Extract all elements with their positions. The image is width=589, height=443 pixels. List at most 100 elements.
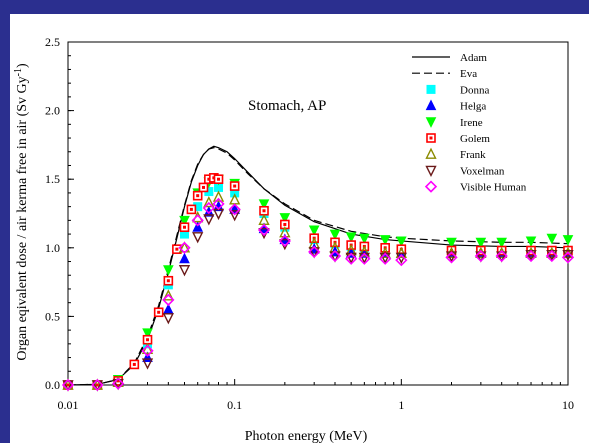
legend-marker-donna: [426, 84, 436, 94]
data-point-golem-dot: [233, 184, 237, 188]
legend-label: Adam: [460, 52, 487, 64]
data-point-visible-human: [561, 251, 575, 264]
data-point-irene: [329, 229, 341, 241]
data-point-golem-dot: [157, 310, 161, 314]
data-point-visible-human: [545, 249, 558, 263]
data-point-irene: [179, 215, 190, 227]
data-point-visible-human: [395, 254, 408, 267]
legend-marker-helga: [425, 99, 437, 111]
y-axis-label-superscript: -1: [13, 68, 24, 76]
data-point-irene: [308, 225, 320, 237]
data-point-irene: [396, 236, 407, 248]
data-point-frank: [203, 195, 215, 208]
legend-label: Eva: [460, 68, 477, 80]
data-point-voxelman: [203, 214, 215, 226]
data-point-irene: [525, 236, 537, 248]
legend-marker-visible-human: [424, 180, 438, 193]
data-point-irene: [345, 232, 357, 243]
x-axis-label: Photon energy (MeV): [245, 429, 368, 443]
data-point-irene: [142, 328, 153, 339]
x-tick-label: 0.01: [58, 398, 79, 412]
data-point-visible-human: [358, 252, 371, 265]
legend-label: Golem: [460, 133, 490, 145]
data-point-irene: [496, 237, 507, 249]
legend-label: Visible Human: [460, 182, 527, 194]
data-point-golem-dot: [283, 222, 287, 226]
data-point-golem-dot: [95, 383, 99, 387]
data-point-visible-human: [61, 378, 75, 392]
data-point-golem-dot: [201, 185, 205, 189]
data-point-irene: [475, 237, 487, 249]
data-point-golem-dot: [182, 225, 186, 229]
data-point-irene: [446, 237, 457, 249]
data-point-voxelman: [192, 232, 204, 244]
data-point-frank: [445, 246, 458, 258]
data-point-golem-dot: [175, 247, 179, 251]
data-point-irene: [562, 235, 574, 246]
legend-marker-golem-dot: [429, 136, 433, 140]
y-tick-label: 0.5: [45, 309, 60, 323]
data-point-golem-dot: [262, 209, 266, 213]
plot-frame: [67, 41, 569, 386]
data-point-visible-human: [202, 201, 215, 215]
legend-label: Donna: [460, 84, 489, 96]
data-point-visible-human: [191, 214, 204, 227]
data-point-golem-dot: [166, 279, 170, 283]
data-point-golem-dot: [217, 177, 221, 181]
data-point-visible-human: [379, 252, 392, 265]
data-point-visible-human: [328, 249, 342, 263]
data-point-visible-human: [162, 293, 175, 307]
data-point-irene: [359, 233, 370, 245]
y-tick-label: 2.0: [45, 104, 60, 118]
legend-label: Voxelman: [460, 165, 505, 177]
y-tick-label: 1.0: [45, 241, 60, 255]
data-point-golem-dot: [189, 207, 193, 211]
chart-svg: Stomach, AP Photon energy (MeV) Organ eq…: [13, 35, 575, 443]
y-tick-label: 2.5: [45, 35, 60, 49]
data-point-visible-human: [345, 252, 358, 265]
data-point-visible-human: [228, 203, 241, 216]
data-point-voxelman: [178, 265, 191, 277]
data-point-golem-dot: [450, 249, 454, 253]
data-point-visible-human: [474, 249, 487, 263]
data-point-visible-human: [524, 249, 538, 263]
data-point-voxelman: [141, 358, 154, 370]
data-point-visible-human: [278, 234, 291, 248]
y-axis-label: Organ eqivalent dose / air kerma free in…: [13, 63, 30, 361]
data-point-visible-human: [141, 344, 154, 357]
data-point-golem-dot: [146, 338, 150, 342]
data-point-visible-human: [212, 197, 225, 211]
data-point-golem-dot: [132, 362, 136, 366]
legend-label: Irene: [460, 117, 483, 129]
plot-panel: Stomach, AP Photon energy (MeV) Organ eq…: [10, 14, 589, 443]
data-point-golem-dot: [116, 379, 120, 383]
data-point-visible-human: [112, 377, 125, 390]
y-axis-label-close: ): [15, 63, 30, 68]
chart-annotation: Stomach, AP: [248, 98, 326, 114]
data-point-frank: [212, 190, 225, 202]
data-point-frank: [162, 289, 174, 301]
x-tick-label: 1: [398, 398, 404, 412]
data-point-irene: [379, 235, 391, 246]
data-point-irene: [258, 199, 270, 211]
data-point-visible-human: [178, 241, 191, 254]
data-point-visible-human: [445, 251, 458, 264]
legend-label: Helga: [460, 101, 486, 113]
data-point-helga: [179, 252, 190, 264]
data-point-frank: [358, 245, 370, 257]
data-point-visible-human: [257, 223, 271, 237]
data-point-irene: [546, 233, 558, 245]
legend-label: Frank: [460, 149, 486, 161]
y-axis-label-main: Organ eqivalent dose / air kerma free in…: [15, 76, 30, 360]
series-line-adam: [67, 145, 569, 386]
data-point-helga: [192, 221, 204, 232]
data-point-frank: [562, 246, 574, 258]
x-tick-label: 0.1: [227, 398, 242, 412]
data-point-irene: [163, 265, 174, 276]
data-point-golem-dot: [207, 177, 211, 181]
x-tick-label: 10: [562, 398, 574, 412]
data-point-voxelman: [229, 210, 241, 222]
legend-marker-irene: [425, 117, 437, 128]
data-point-visible-human: [495, 249, 508, 263]
